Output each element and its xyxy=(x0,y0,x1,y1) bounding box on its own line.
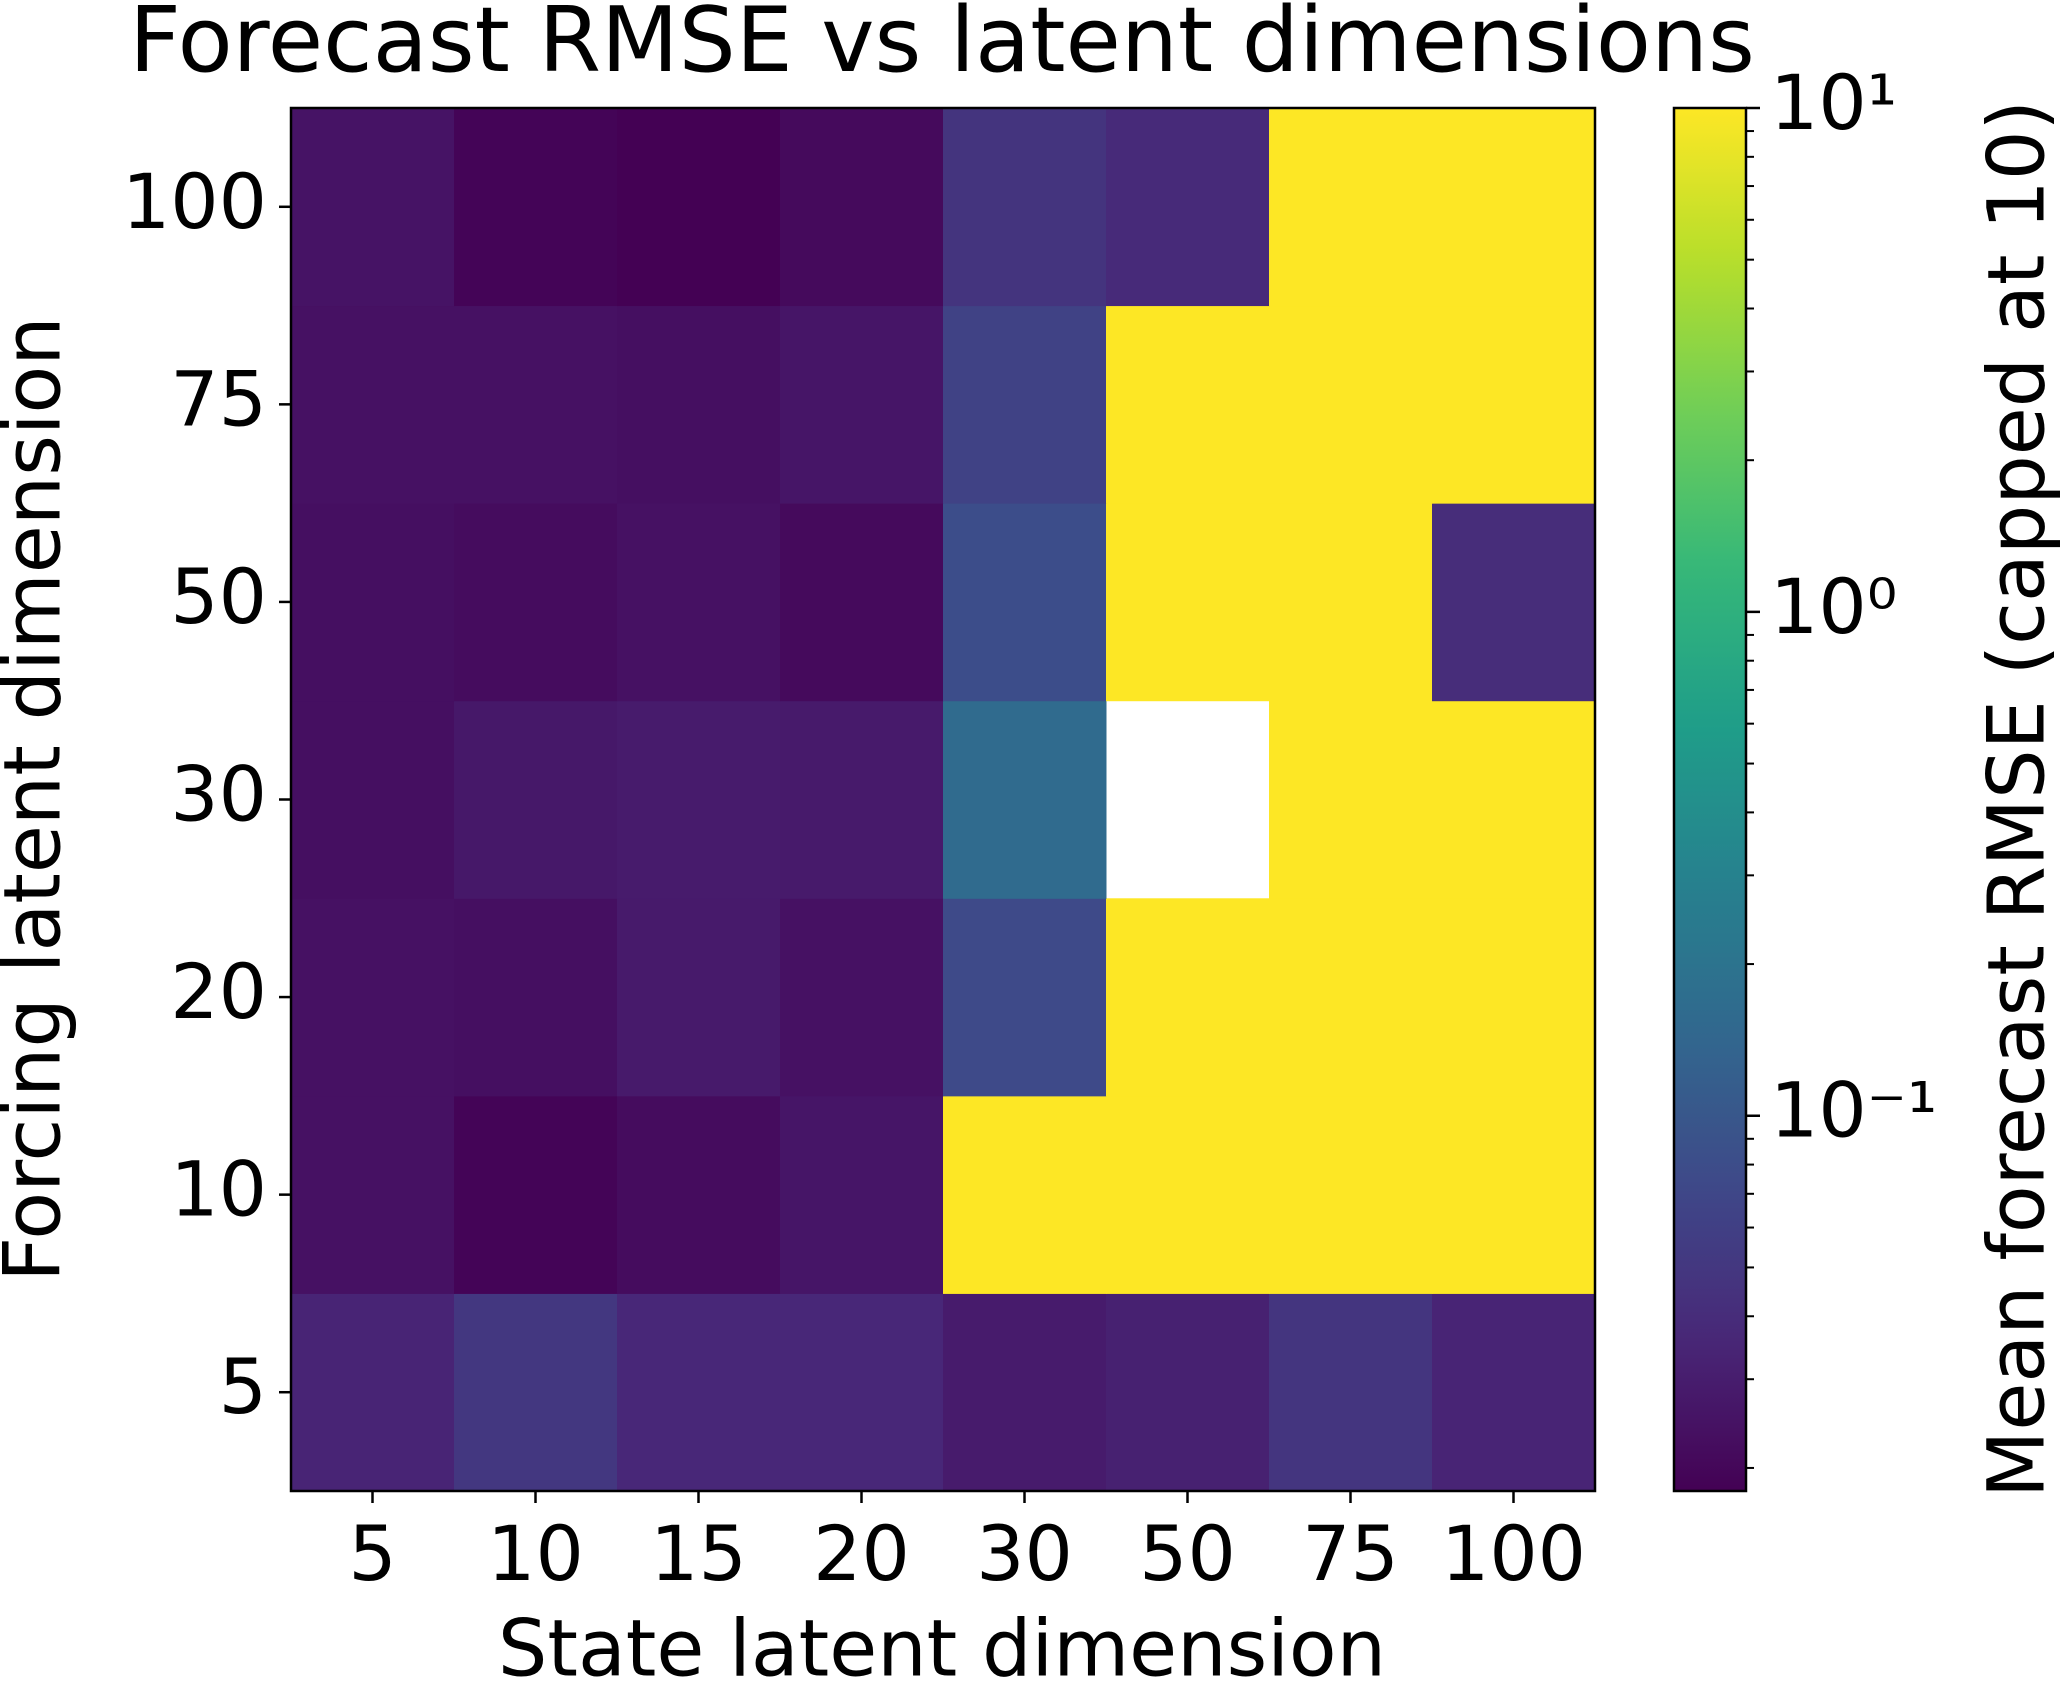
heatmap-cell xyxy=(1269,1095,1433,1294)
heatmap-cell xyxy=(943,700,1107,899)
y-tick-label: 100 xyxy=(122,157,267,246)
x-tick-label: 50 xyxy=(1139,1509,1236,1598)
heatmap-cell xyxy=(617,305,781,504)
heatmap-cell xyxy=(454,503,618,702)
y-tick-label: 75 xyxy=(170,354,267,443)
heatmap-cell xyxy=(780,1293,944,1492)
y-axis-label: Forcing latent dimension xyxy=(0,316,78,1281)
heatmap-cell xyxy=(291,898,455,1097)
heatmap-cell xyxy=(291,503,455,702)
x-axis-label: State latent dimension xyxy=(498,1604,1386,1694)
heatmap-cell xyxy=(1106,503,1270,702)
heatmap-cell xyxy=(1269,305,1433,504)
heatmap-cell xyxy=(943,1095,1107,1294)
heatmap-cell xyxy=(1432,503,1596,702)
x-tick-label: 30 xyxy=(976,1509,1073,1598)
heatmap-cell xyxy=(1106,305,1270,504)
colorbar xyxy=(1672,106,1748,1493)
heatmap-cell xyxy=(780,700,944,899)
heatmap-cell xyxy=(780,898,944,1097)
heatmap-cell xyxy=(780,108,944,307)
x-tick-label: 10 xyxy=(487,1509,584,1598)
heatmap-cell xyxy=(780,305,944,504)
heatmap-cell xyxy=(943,898,1107,1097)
colorbar-tick-label: 10⁻¹ xyxy=(1770,1066,1937,1155)
heatmap-cell xyxy=(617,108,781,307)
heatmap-cell xyxy=(943,503,1107,702)
heatmap-cell xyxy=(1106,108,1270,307)
heatmap-cell xyxy=(1269,700,1433,899)
heatmap-cell xyxy=(1106,1095,1270,1294)
heatmap-cell xyxy=(454,700,618,899)
heatmap-cell xyxy=(291,700,455,899)
heatmap-cell xyxy=(943,108,1107,307)
y-tick-label: 50 xyxy=(170,552,267,641)
heatmap-cell xyxy=(291,108,455,307)
heatmap-cell xyxy=(291,1293,455,1492)
x-tick-label: 5 xyxy=(348,1509,396,1598)
heatmap-cell xyxy=(1432,108,1596,307)
x-tick-label: 100 xyxy=(1441,1509,1586,1598)
heatmap-cell xyxy=(1432,700,1596,899)
heatmap-cell xyxy=(1106,1293,1270,1492)
chart-title: Forecast RMSE vs latent dimensions xyxy=(129,0,1755,93)
heatmap-cell xyxy=(454,1095,618,1294)
heatmap-cell xyxy=(1269,108,1433,307)
y-tick-label: 30 xyxy=(170,749,267,838)
heatmap-cell xyxy=(1432,1095,1596,1294)
x-tick-label: 20 xyxy=(813,1509,910,1598)
y-tick-label: 10 xyxy=(170,1145,267,1234)
heatmap-cell xyxy=(1432,898,1596,1097)
y-tick-label: 5 xyxy=(219,1342,267,1431)
colorbar-tick-label: 10⁰ xyxy=(1770,562,1897,651)
heatmap-cell xyxy=(1432,1293,1596,1492)
heatmap-cell xyxy=(617,1095,781,1294)
colorbar-tick-label: 10¹ xyxy=(1770,58,1897,147)
heatmap-cell xyxy=(454,1293,618,1492)
heatmap-cell xyxy=(1269,898,1433,1097)
heatmap-cell xyxy=(1269,503,1433,702)
heatmap-cell xyxy=(291,1095,455,1294)
heatmap-cell xyxy=(1106,898,1270,1097)
heatmap-cell xyxy=(454,108,618,307)
x-tick-label: 15 xyxy=(650,1509,747,1598)
heatmap-cell xyxy=(780,1095,944,1294)
heatmap-cell xyxy=(617,1293,781,1492)
x-tick-label: 75 xyxy=(1302,1509,1399,1598)
heatmap-cell xyxy=(1432,305,1596,504)
heatmap-cell xyxy=(454,305,618,504)
heatmap-cell xyxy=(943,1293,1107,1492)
heatmap-cell xyxy=(617,898,781,1097)
y-tick-label: 20 xyxy=(170,947,267,1036)
heatmap-cell xyxy=(780,503,944,702)
heatmap-cell xyxy=(617,700,781,899)
heatmap-cell xyxy=(454,898,618,1097)
heatmap-cell xyxy=(617,503,781,702)
heatmap-cell xyxy=(943,305,1107,504)
colorbar-label: Mean forecast RMSE (capped at 10) xyxy=(1972,100,2062,1498)
heatmap-cell xyxy=(1269,1293,1433,1492)
heatmap-cell xyxy=(291,305,455,504)
